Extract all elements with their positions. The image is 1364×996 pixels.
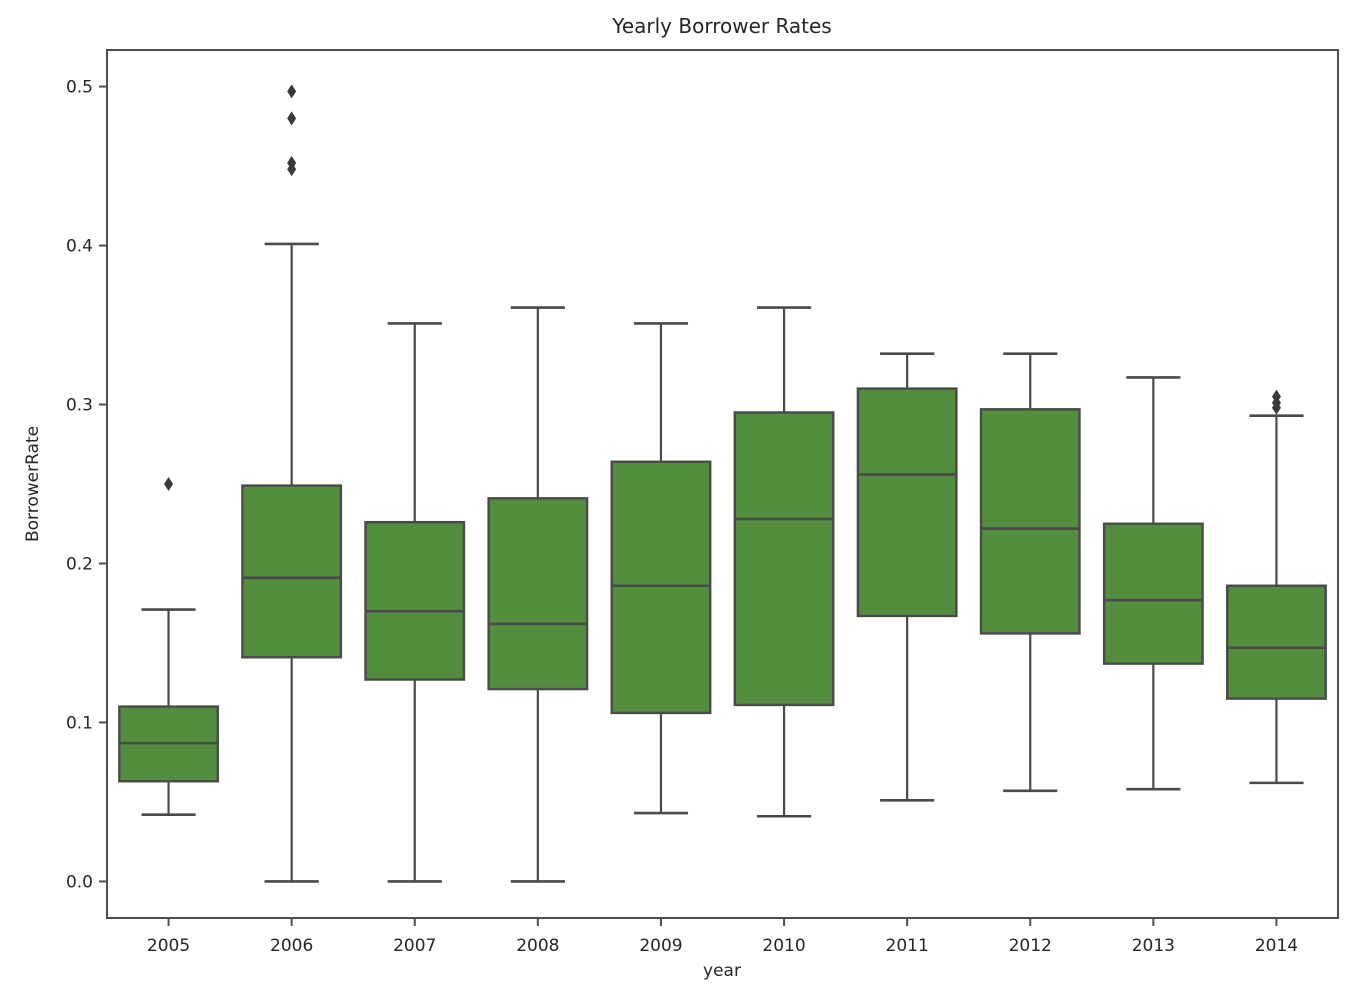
y-tick-label: 0.4 [66,237,93,257]
x-tick-label: 2013 [1132,936,1175,956]
box-group-2013 [1102,376,1204,791]
box-group-2010 [733,306,835,818]
y-axis-label: BorrowerRate [23,426,43,542]
plot-area: 0.0 0.1 0.2 0.3 0.4 0.5 2005 2006 2007 2008 2009 20… [66,49,1339,956]
outlier-point [287,155,297,170]
axes-spines [106,49,1339,919]
x-axis-label: year [703,961,741,981]
box-group-2009 [610,322,712,815]
iqr-box-2007 [364,520,466,681]
x-tick-label: 2006 [270,936,313,956]
x-tick-label: 2009 [639,936,682,956]
iqr-box-2012 [979,408,1081,635]
box-group-2007 [364,322,466,883]
box-group-2006 [241,84,343,883]
iqr-box-2008 [487,497,589,691]
y-tick-label: 0.2 [66,554,93,574]
iqr-box-2006 [241,484,343,659]
x-tick-label: 2012 [1009,936,1052,956]
box-group-2012 [979,352,1081,793]
x-tick-label: 2010 [762,936,805,956]
box-group-2005 [118,477,219,816]
iqr-box-2009 [610,460,712,715]
x-tick-label: 2007 [393,936,436,956]
outlier-point [164,477,174,491]
x-tick-label: 2005 [147,936,190,956]
x-tick-label: 2014 [1255,936,1298,956]
box-group-2008 [487,306,589,883]
y-tick-label: 0.1 [66,713,93,733]
x-tick-label: 2011 [886,936,929,956]
iqr-box-2011 [856,387,958,618]
outlier-point [287,84,297,99]
box-group-2014 [1226,389,1327,785]
outlier-point [1271,389,1281,404]
iqr-box-2014 [1226,584,1327,700]
iqr-box-2010 [733,411,835,707]
y-tick-label: 0.0 [66,872,93,892]
y-tick-label: 0.3 [66,396,93,416]
outlier-point [287,111,297,126]
box-group-2011 [856,352,958,802]
y-tick-label: 0.5 [66,78,93,98]
chart-title: Yearly Borrower Rates [611,14,831,38]
x-tick-label: 2008 [516,936,559,956]
iqr-box-2013 [1102,522,1204,665]
